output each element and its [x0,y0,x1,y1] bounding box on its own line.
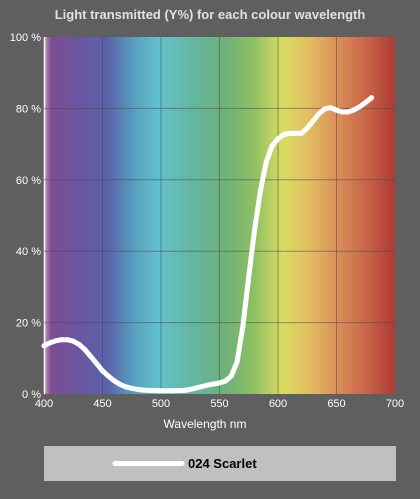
data-point [181,387,187,393]
data-point [94,361,100,367]
y-tick-label: 100 % [10,32,41,44]
data-point [64,337,70,343]
data-point [88,354,94,359]
data-point [328,105,334,111]
series-layer [41,95,375,394]
legend-label: 024 Scarlet [188,456,257,471]
data-point [258,188,263,193]
data-point [47,340,53,346]
data-point [263,159,269,165]
grid [44,37,395,394]
data-point [187,386,193,392]
data-point [234,359,240,365]
x-tick-label: 400 [35,398,53,410]
data-point [211,381,217,387]
data-point [205,382,211,388]
data-point [140,387,146,393]
data-point [363,99,369,105]
data-point [246,273,252,279]
y-tick-label: 20 % [16,318,41,330]
x-axis-label: Wavelength nm [164,417,247,431]
chart-title: Light transmitted (Y%) for each colour w… [55,7,366,22]
data-point [316,111,322,117]
y-tick-label: 80 % [16,103,41,115]
data-point [135,386,141,392]
data-point [41,343,47,349]
data-point [228,373,234,379]
data-point [117,381,123,387]
data-point [82,347,88,353]
data-point [334,107,339,113]
data-point [369,95,375,101]
data-point [304,125,310,131]
data-point [281,132,287,137]
x-tick-label: 600 [269,398,287,410]
data-point [298,130,304,136]
data-point [351,107,357,113]
data-point [111,378,117,384]
data-point [269,143,275,149]
data-point [129,385,135,391]
x-tick-label: 700 [386,398,404,410]
x-axis: 400 450 500 550 600 650 700 [35,398,404,410]
data-point [100,368,105,374]
data-point [217,380,222,386]
data-point [345,109,351,115]
x-tick-label: 500 [152,398,170,410]
data-point [240,323,246,329]
data-point [275,136,281,142]
data-point [70,338,76,344]
data-point [123,384,129,390]
data-point [170,388,176,394]
data-point [146,387,152,393]
data-point [199,384,205,389]
data-point [252,227,258,233]
data-point [322,106,328,112]
data-point [158,388,164,394]
data-point [76,341,82,347]
y-axis: 0 % 20 % 40 % 60 % 80 % 100 % [10,32,41,401]
data-point [357,104,363,110]
data-point [222,378,228,384]
data-point [310,118,316,124]
data-point [193,385,199,391]
data-point [287,130,293,136]
y-tick-label: 60 % [16,175,41,187]
x-tick-label: 650 [327,398,345,410]
x-tick-label: 450 [93,398,111,410]
data-point [339,109,345,115]
x-tick-label: 550 [210,398,228,410]
data-point [53,338,59,344]
data-point [59,337,64,343]
y-tick-label: 0 % [22,389,41,401]
data-point [105,373,111,379]
legend: 024 Scarlet [44,446,396,481]
y-tick-label: 40 % [16,246,41,258]
legend-box [44,446,396,481]
